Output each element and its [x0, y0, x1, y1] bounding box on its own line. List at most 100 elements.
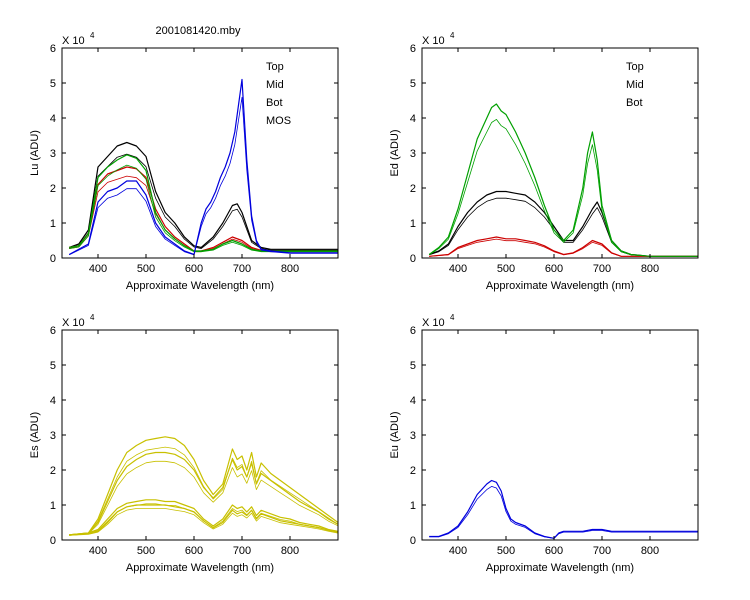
x-axis-label: Approximate Wavelength (nm) [486, 562, 634, 574]
y-scale-factor: X 10 [422, 317, 445, 329]
x-tick-label: 400 [449, 263, 467, 275]
y-tick-label: 6 [50, 43, 56, 55]
y-tick-label: 1 [410, 500, 416, 512]
x-axis-label: Approximate Wavelength (nm) [126, 562, 274, 574]
series-line-es-es-high [69, 436, 339, 536]
legend-entry-mid: Mid [626, 79, 644, 91]
es-chart-panel: 400 500 600 700 800 0 1 2 3 4 5 6 Approximate Wavele… [29, 313, 339, 574]
series-line-repeat-ed-mid [429, 238, 698, 257]
x-tick-label: 600 [185, 545, 203, 557]
y-tick-label: 5 [50, 360, 56, 372]
y-tick-label: 5 [50, 78, 56, 90]
x-tick-label: 400 [449, 545, 467, 557]
y-tick-label: 1 [50, 500, 56, 512]
legend-entry-bot: Bot [626, 97, 643, 109]
y-tick-label: 4 [50, 113, 56, 125]
series-line-ed-bot [428, 103, 698, 257]
y-tick-label: 3 [410, 148, 416, 160]
x-tick-label: 600 [545, 545, 563, 557]
series-line-es-es-mid [69, 451, 339, 536]
y-axis-label: Ed (ADU) [389, 129, 401, 176]
y-tick-label: 6 [410, 43, 416, 55]
y-tick-label: 6 [50, 325, 56, 337]
series-line-repeat-lu-bot [69, 164, 338, 253]
legend-entry-mid: Mid [266, 79, 284, 91]
x-tick-label: 400 [89, 263, 107, 275]
x-tick-label: 700 [593, 263, 611, 275]
y-tick-label: 0 [50, 253, 56, 265]
y-scale-exponent: 4 [90, 313, 95, 322]
y-scale-exponent: 4 [450, 313, 455, 322]
legend-entry-bot: Bot [266, 97, 283, 109]
y-axis-label: Eu (ADU) [389, 411, 401, 458]
series-line-repeat-es-es-mid [69, 460, 339, 536]
x-axis-label: Approximate Wavelength (nm) [126, 280, 274, 292]
ed-chart-panel: 400 500 600 700 800 0 1 2 3 4 5 6 Approximate Wavele… [389, 31, 699, 292]
y-scale-factor: X 10 [422, 35, 445, 47]
y-tick-label: 5 [410, 78, 416, 90]
figure-title: 2001081420.mby [155, 25, 241, 37]
y-tick-label: 3 [50, 148, 56, 160]
series-line-repeat-lu-mid [69, 175, 338, 253]
axes-frame [421, 329, 699, 541]
x-tick-label: 600 [545, 263, 563, 275]
x-axis-label: Approximate Wavelength (nm) [486, 280, 634, 292]
series-line-ed-top [428, 190, 698, 257]
series-line-es-es-low [69, 499, 339, 536]
x-tick-label: 700 [593, 545, 611, 557]
y-tick-label: 2 [50, 465, 56, 477]
legend-entry-top: Top [626, 61, 644, 73]
series-line-repeat-ed-bot [428, 119, 698, 257]
x-tick-label: 400 [89, 545, 107, 557]
y-scale-factor: X 10 [62, 35, 85, 47]
x-tick-label: 800 [281, 263, 299, 275]
y-tick-label: 5 [410, 360, 416, 372]
x-tick-label: 700 [233, 263, 251, 275]
y-tick-label: 4 [50, 395, 56, 407]
lu-chart-panel: 400 500 600 700 800 0 1 2 3 4 5 6 Approximate Wavele… [29, 31, 339, 292]
y-tick-label: 3 [50, 430, 56, 442]
x-tick-label: 500 [497, 263, 515, 275]
y-scale-exponent: 4 [90, 31, 95, 40]
legend-entry-mos: MOS [266, 115, 291, 127]
y-tick-label: 2 [410, 183, 416, 195]
series-line-lu-top [68, 141, 338, 250]
y-tick-label: 1 [410, 218, 416, 230]
series-line-lu-mos [68, 78, 338, 256]
x-tick-label: 800 [641, 545, 659, 557]
series-line-eu-eu [429, 479, 698, 539]
y-axis-label: Lu (ADU) [29, 130, 41, 176]
series-line-repeat-lu-top [69, 153, 338, 251]
x-tick-label: 600 [185, 263, 203, 275]
axes-frame [421, 47, 699, 259]
legend-entry-top: Top [266, 61, 284, 73]
y-tick-label: 0 [50, 535, 56, 547]
series-line-repeat-es-es-low2 [69, 508, 339, 536]
y-tick-label: 0 [410, 253, 416, 265]
y-axis-label: Es (ADU) [29, 412, 41, 458]
y-scale-factor: X 10 [62, 317, 85, 329]
y-tick-label: 0 [410, 535, 416, 547]
y-tick-label: 6 [410, 325, 416, 337]
x-tick-label: 500 [497, 545, 515, 557]
series-line-repeat-lu-mos [69, 96, 338, 256]
x-tick-label: 800 [281, 545, 299, 557]
x-tick-label: 500 [137, 263, 155, 275]
series-line-es-es-low2 [69, 504, 339, 536]
x-tick-label: 500 [137, 545, 155, 557]
y-tick-label: 4 [410, 395, 416, 407]
x-tick-label: 700 [233, 545, 251, 557]
series-line-repeat-eu-eu [429, 485, 698, 539]
y-scale-exponent: 4 [450, 31, 455, 40]
y-tick-label: 2 [50, 183, 56, 195]
y-tick-label: 2 [410, 465, 416, 477]
series-line-lu-bot [69, 154, 338, 252]
series-line-repeat-es-es-high [69, 446, 339, 536]
y-tick-label: 3 [410, 430, 416, 442]
eu-chart-panel: 400 500 600 700 800 0 1 2 3 4 5 6 Approximate Wavele… [389, 313, 699, 574]
y-tick-label: 4 [410, 113, 416, 125]
y-tick-label: 1 [50, 218, 56, 230]
series-line-lu-mid [69, 166, 338, 252]
x-tick-label: 800 [641, 263, 659, 275]
